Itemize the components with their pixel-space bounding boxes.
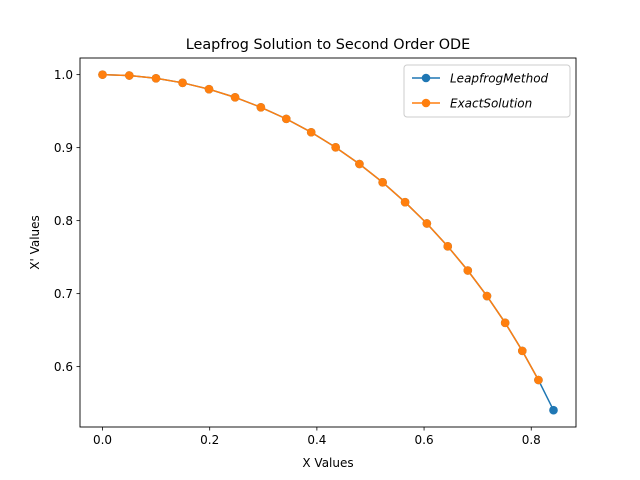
data-point-ExactSolution (534, 375, 543, 385)
data-point-ExactSolution (378, 178, 387, 187)
data-point-ExactSolution (256, 102, 266, 112)
y-tick-label: 0.6 (54, 360, 73, 374)
data-point-ExactSolution (422, 219, 432, 228)
data-point-ExactSolution (151, 73, 161, 83)
series-line-ExactSolution (102, 73, 540, 381)
data-point-ExactSolution (331, 143, 340, 152)
data-point-ExactSolution (281, 114, 291, 124)
x-tick-label: 0.4 (307, 433, 326, 447)
legend-marker (421, 98, 431, 108)
x-tick-label: 0.6 (415, 433, 434, 447)
x-tick-label: 0.0 (93, 433, 112, 447)
data-point-LeapfrogMethod (549, 405, 558, 415)
y-tick-label: 0.8 (54, 214, 73, 228)
legend: LeapfrogMethod ExactSolution (403, 64, 571, 118)
data-point-ExactSolution (463, 266, 473, 275)
legend-box (403, 64, 571, 118)
data-point-ExactSolution (306, 127, 316, 137)
legend-label: LeapfrogMethod (450, 71, 549, 85)
x-tick-label: 0.2 (200, 433, 219, 447)
y-tick-label: 0.9 (54, 141, 73, 155)
legend-marker (421, 73, 431, 83)
data-point-ExactSolution (204, 84, 214, 94)
x-tick-label: 0.8 (522, 433, 541, 447)
data-point-ExactSolution (400, 197, 410, 207)
data-point-ExactSolution (482, 291, 492, 301)
axis-ticks: 0.0 0.2 0.4 0.6 0.8 0.6 0.7 0.8 0.9 1.0 (54, 68, 541, 447)
data-point-ExactSolution (355, 159, 364, 169)
data-point-ExactSolution (230, 93, 240, 102)
axes-frame (79, 57, 577, 428)
plot-area (98, 70, 558, 415)
data-point-ExactSolution (98, 70, 107, 79)
y-tick-label: 0.7 (54, 287, 73, 301)
chart-title: Leapfrog Solution to Second Order ODE (186, 37, 470, 53)
series-line-LeapfrogMethod (102, 73, 555, 411)
data-point-ExactSolution (500, 318, 510, 328)
data-point-ExactSolution (518, 346, 527, 356)
data-point-ExactSolution (443, 242, 453, 251)
data-point-ExactSolution (178, 78, 187, 88)
legend-label: ExactSolution (450, 96, 532, 110)
data-point-ExactSolution (125, 71, 134, 80)
x-axis-label: X Values (302, 456, 353, 470)
y-axis-label: X' Values (28, 215, 42, 270)
y-tick-label: 1.0 (54, 68, 73, 82)
